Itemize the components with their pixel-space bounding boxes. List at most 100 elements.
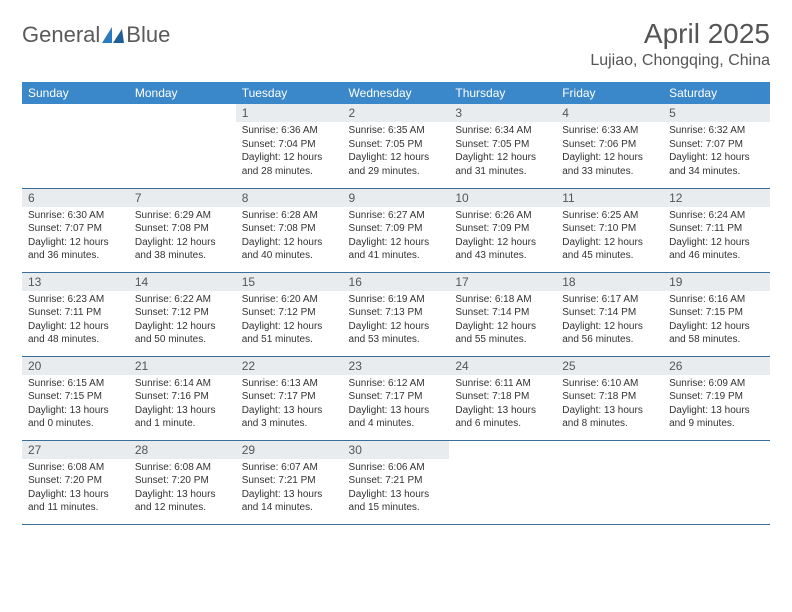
day-content: Sunrise: 6:30 AMSunset: 7:07 PMDaylight:… [22, 207, 129, 267]
daylight-text-2: and 6 minutes. [455, 417, 550, 431]
day-content: Sunrise: 6:20 AMSunset: 7:12 PMDaylight:… [236, 291, 343, 351]
sunrise-text: Sunrise: 6:09 AM [669, 377, 764, 391]
day-number: 13 [22, 273, 129, 291]
day-number: 16 [343, 273, 450, 291]
day-number: 24 [449, 357, 556, 375]
sunrise-text: Sunrise: 6:12 AM [349, 377, 444, 391]
day-content: Sunrise: 6:11 AMSunset: 7:18 PMDaylight:… [449, 375, 556, 435]
daylight-text-2: and 34 minutes. [669, 165, 764, 179]
calendar-page: General Blue April 2025 Lujiao, Chongqin… [0, 0, 792, 543]
day-content: Sunrise: 6:24 AMSunset: 7:11 PMDaylight:… [663, 207, 770, 267]
sunset-text: Sunset: 7:20 PM [135, 474, 230, 488]
sunrise-text: Sunrise: 6:24 AM [669, 209, 764, 223]
day-content: Sunrise: 6:12 AMSunset: 7:17 PMDaylight:… [343, 375, 450, 435]
calendar-cell: 11Sunrise: 6:25 AMSunset: 7:10 PMDayligh… [556, 188, 663, 272]
sunrise-text: Sunrise: 6:33 AM [562, 124, 657, 138]
sunset-text: Sunset: 7:17 PM [242, 390, 337, 404]
title-block: April 2025 Lujiao, Chongqing, China [590, 18, 770, 70]
sunset-text: Sunset: 7:13 PM [349, 306, 444, 320]
calendar-cell: 29Sunrise: 6:07 AMSunset: 7:21 PMDayligh… [236, 440, 343, 524]
sunrise-text: Sunrise: 6:30 AM [28, 209, 123, 223]
day-number: 15 [236, 273, 343, 291]
daylight-text-2: and 28 minutes. [242, 165, 337, 179]
day-content: Sunrise: 6:08 AMSunset: 7:20 PMDaylight:… [22, 459, 129, 519]
day-content: Sunrise: 6:19 AMSunset: 7:13 PMDaylight:… [343, 291, 450, 351]
sunrise-text: Sunrise: 6:29 AM [135, 209, 230, 223]
calendar-cell: 12Sunrise: 6:24 AMSunset: 7:11 PMDayligh… [663, 188, 770, 272]
sunset-text: Sunset: 7:16 PM [135, 390, 230, 404]
sunrise-text: Sunrise: 6:28 AM [242, 209, 337, 223]
daylight-text-1: Daylight: 12 hours [242, 236, 337, 250]
calendar-cell: 2Sunrise: 6:35 AMSunset: 7:05 PMDaylight… [343, 104, 450, 188]
daylight-text-1: Daylight: 12 hours [562, 151, 657, 165]
calendar-cell: 5Sunrise: 6:32 AMSunset: 7:07 PMDaylight… [663, 104, 770, 188]
day-header: Wednesday [343, 82, 450, 104]
daylight-text-1: Daylight: 13 hours [242, 404, 337, 418]
calendar-cell: 26Sunrise: 6:09 AMSunset: 7:19 PMDayligh… [663, 356, 770, 440]
sunset-text: Sunset: 7:17 PM [349, 390, 444, 404]
calendar-week: 1Sunrise: 6:36 AMSunset: 7:04 PMDaylight… [22, 104, 770, 188]
day-content: Sunrise: 6:27 AMSunset: 7:09 PMDaylight:… [343, 207, 450, 267]
sunrise-text: Sunrise: 6:13 AM [242, 377, 337, 391]
day-number: 30 [343, 441, 450, 459]
header: General Blue April 2025 Lujiao, Chongqin… [22, 18, 770, 70]
sunset-text: Sunset: 7:11 PM [669, 222, 764, 236]
daylight-text-1: Daylight: 12 hours [562, 236, 657, 250]
sunset-text: Sunset: 7:20 PM [28, 474, 123, 488]
daylight-text-1: Daylight: 12 hours [455, 320, 550, 334]
sunset-text: Sunset: 7:08 PM [242, 222, 337, 236]
daylight-text-1: Daylight: 13 hours [562, 404, 657, 418]
calendar-cell: 3Sunrise: 6:34 AMSunset: 7:05 PMDaylight… [449, 104, 556, 188]
daylight-text-1: Daylight: 12 hours [349, 151, 444, 165]
daylight-text-2: and 40 minutes. [242, 249, 337, 263]
calendar-table: Sunday Monday Tuesday Wednesday Thursday… [22, 82, 770, 525]
sunrise-text: Sunrise: 6:35 AM [349, 124, 444, 138]
calendar-cell: 15Sunrise: 6:20 AMSunset: 7:12 PMDayligh… [236, 272, 343, 356]
day-content: Sunrise: 6:14 AMSunset: 7:16 PMDaylight:… [129, 375, 236, 435]
day-content: Sunrise: 6:25 AMSunset: 7:10 PMDaylight:… [556, 207, 663, 267]
daylight-text-1: Daylight: 13 hours [28, 488, 123, 502]
day-content: Sunrise: 6:16 AMSunset: 7:15 PMDaylight:… [663, 291, 770, 351]
daylight-text-2: and 31 minutes. [455, 165, 550, 179]
day-header: Tuesday [236, 82, 343, 104]
daylight-text-1: Daylight: 12 hours [349, 320, 444, 334]
daylight-text-2: and 38 minutes. [135, 249, 230, 263]
daylight-text-1: Daylight: 13 hours [349, 488, 444, 502]
day-number: 4 [556, 104, 663, 122]
day-header: Monday [129, 82, 236, 104]
day-number: 26 [663, 357, 770, 375]
sunrise-text: Sunrise: 6:23 AM [28, 293, 123, 307]
calendar-cell: 19Sunrise: 6:16 AMSunset: 7:15 PMDayligh… [663, 272, 770, 356]
calendar-week: 20Sunrise: 6:15 AMSunset: 7:15 PMDayligh… [22, 356, 770, 440]
daylight-text-2: and 58 minutes. [669, 333, 764, 347]
day-number: 7 [129, 189, 236, 207]
sunset-text: Sunset: 7:18 PM [455, 390, 550, 404]
day-content: Sunrise: 6:33 AMSunset: 7:06 PMDaylight:… [556, 122, 663, 182]
day-header: Friday [556, 82, 663, 104]
calendar-cell: 8Sunrise: 6:28 AMSunset: 7:08 PMDaylight… [236, 188, 343, 272]
daylight-text-1: Daylight: 12 hours [349, 236, 444, 250]
sunrise-text: Sunrise: 6:14 AM [135, 377, 230, 391]
day-number: 25 [556, 357, 663, 375]
daylight-text-1: Daylight: 12 hours [669, 151, 764, 165]
sunrise-text: Sunrise: 6:22 AM [135, 293, 230, 307]
calendar-cell: 13Sunrise: 6:23 AMSunset: 7:11 PMDayligh… [22, 272, 129, 356]
sunset-text: Sunset: 7:19 PM [669, 390, 764, 404]
sunset-text: Sunset: 7:14 PM [455, 306, 550, 320]
daylight-text-2: and 36 minutes. [28, 249, 123, 263]
sunrise-text: Sunrise: 6:18 AM [455, 293, 550, 307]
sunset-text: Sunset: 7:15 PM [669, 306, 764, 320]
daylight-text-1: Daylight: 13 hours [135, 488, 230, 502]
sunset-text: Sunset: 7:18 PM [562, 390, 657, 404]
daylight-text-1: Daylight: 12 hours [455, 151, 550, 165]
daylight-text-2: and 0 minutes. [28, 417, 123, 431]
sunset-text: Sunset: 7:11 PM [28, 306, 123, 320]
daylight-text-1: Daylight: 13 hours [135, 404, 230, 418]
sunrise-text: Sunrise: 6:08 AM [28, 461, 123, 475]
daylight-text-2: and 46 minutes. [669, 249, 764, 263]
calendar-cell [556, 440, 663, 524]
day-number: 10 [449, 189, 556, 207]
sunrise-text: Sunrise: 6:36 AM [242, 124, 337, 138]
sunrise-text: Sunrise: 6:16 AM [669, 293, 764, 307]
sunrise-text: Sunrise: 6:25 AM [562, 209, 657, 223]
